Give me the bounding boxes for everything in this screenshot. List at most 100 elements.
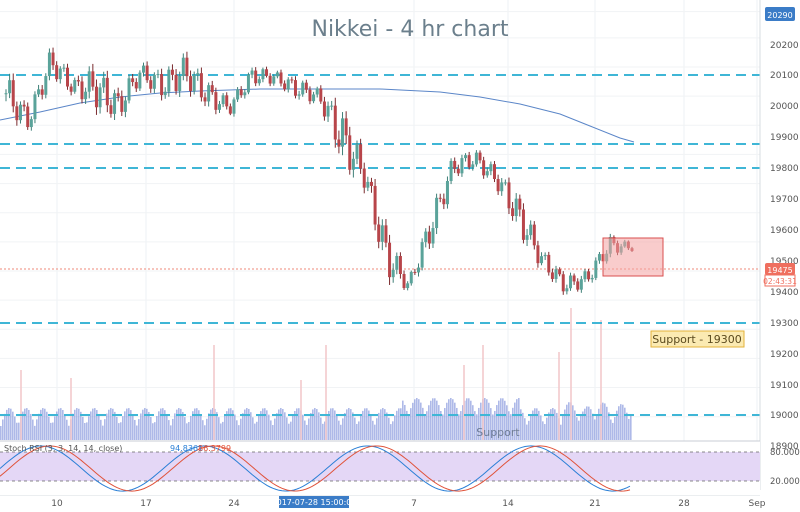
candle[interactable] bbox=[301, 80, 305, 97]
candle[interactable] bbox=[178, 71, 182, 97]
candle[interactable] bbox=[409, 270, 413, 286]
candle[interactable] bbox=[33, 91, 37, 124]
candle[interactable] bbox=[503, 179, 507, 186]
candle[interactable] bbox=[142, 62, 146, 77]
candle[interactable] bbox=[225, 92, 229, 110]
candle[interactable] bbox=[91, 63, 95, 91]
candle[interactable] bbox=[540, 252, 544, 266]
candle[interactable] bbox=[536, 240, 540, 268]
candle[interactable] bbox=[214, 87, 218, 115]
candle[interactable] bbox=[94, 79, 98, 115]
candle[interactable] bbox=[351, 151, 355, 178]
candle[interactable] bbox=[228, 103, 232, 116]
candle[interactable] bbox=[579, 275, 583, 293]
candle[interactable] bbox=[203, 92, 207, 107]
candle[interactable] bbox=[55, 61, 59, 82]
candle[interactable] bbox=[87, 66, 91, 99]
candle[interactable] bbox=[73, 77, 77, 94]
candle[interactable] bbox=[207, 82, 211, 107]
candle[interactable] bbox=[304, 79, 308, 93]
candle[interactable] bbox=[308, 86, 312, 105]
candle[interactable] bbox=[420, 238, 424, 271]
candle[interactable] bbox=[127, 75, 131, 104]
candle[interactable] bbox=[47, 48, 51, 81]
candle[interactable] bbox=[4, 89, 8, 102]
candle[interactable] bbox=[373, 178, 377, 231]
candle[interactable] bbox=[315, 86, 319, 98]
candle[interactable] bbox=[152, 72, 156, 94]
candle[interactable] bbox=[474, 150, 478, 167]
candle[interactable] bbox=[395, 252, 399, 275]
candle[interactable] bbox=[543, 252, 547, 260]
candle[interactable] bbox=[145, 61, 149, 83]
candle[interactable] bbox=[485, 167, 489, 178]
candle[interactable] bbox=[424, 228, 428, 248]
candle[interactable] bbox=[196, 68, 200, 81]
candle[interactable] bbox=[261, 67, 265, 83]
candle[interactable] bbox=[377, 216, 381, 249]
candle[interactable] bbox=[290, 76, 294, 84]
candle[interactable] bbox=[232, 97, 236, 117]
candle[interactable] bbox=[453, 157, 457, 174]
candle[interactable] bbox=[66, 63, 70, 90]
candle[interactable] bbox=[8, 73, 12, 99]
candle[interactable] bbox=[406, 281, 410, 291]
candle[interactable] bbox=[482, 156, 486, 179]
candles[interactable] bbox=[4, 47, 634, 295]
candle[interactable] bbox=[275, 70, 279, 79]
candle[interactable] bbox=[156, 69, 160, 79]
candle[interactable] bbox=[283, 80, 287, 92]
candle[interactable] bbox=[467, 151, 471, 170]
candle[interactable] bbox=[44, 73, 48, 99]
candle[interactable] bbox=[120, 90, 124, 117]
candle[interactable] bbox=[217, 100, 221, 113]
candle[interactable] bbox=[330, 100, 334, 111]
candle[interactable] bbox=[344, 111, 348, 145]
candle[interactable] bbox=[76, 75, 80, 87]
candle[interactable] bbox=[236, 87, 240, 102]
candle[interactable] bbox=[449, 158, 453, 185]
candle[interactable] bbox=[594, 257, 598, 281]
candle[interactable] bbox=[174, 69, 178, 95]
candle[interactable] bbox=[438, 193, 442, 203]
candle[interactable] bbox=[576, 278, 580, 292]
candle[interactable] bbox=[29, 116, 33, 131]
candle[interactable] bbox=[26, 102, 30, 130]
candle[interactable] bbox=[40, 85, 44, 100]
candle[interactable] bbox=[192, 71, 196, 95]
candle[interactable] bbox=[297, 90, 301, 100]
candle[interactable] bbox=[185, 51, 189, 82]
candle[interactable] bbox=[15, 101, 19, 126]
candle[interactable] bbox=[254, 67, 258, 87]
candle[interactable] bbox=[293, 76, 297, 99]
candle[interactable] bbox=[250, 67, 254, 79]
candle[interactable] bbox=[268, 73, 272, 87]
candle[interactable] bbox=[464, 153, 468, 162]
candle[interactable] bbox=[489, 161, 493, 176]
candle[interactable] bbox=[572, 273, 576, 285]
candle[interactable] bbox=[442, 193, 446, 210]
candle[interactable] bbox=[529, 220, 533, 240]
candle[interactable] bbox=[388, 234, 392, 285]
candle[interactable] bbox=[279, 69, 283, 87]
candle[interactable] bbox=[496, 174, 500, 195]
candle[interactable] bbox=[246, 72, 250, 95]
candle[interactable] bbox=[163, 87, 167, 99]
candle[interactable] bbox=[558, 267, 562, 277]
candle[interactable] bbox=[221, 93, 225, 108]
candle[interactable] bbox=[22, 100, 26, 112]
candle[interactable] bbox=[18, 101, 22, 124]
candle[interactable] bbox=[272, 74, 276, 86]
candle[interactable] bbox=[326, 101, 330, 122]
candle[interactable] bbox=[521, 203, 525, 244]
candle[interactable] bbox=[98, 83, 102, 114]
candle[interactable] bbox=[413, 268, 417, 275]
candle[interactable] bbox=[561, 271, 565, 295]
candle[interactable] bbox=[402, 270, 406, 290]
candle[interactable] bbox=[109, 99, 113, 118]
candle[interactable] bbox=[149, 76, 153, 93]
candle[interactable] bbox=[11, 73, 15, 113]
candle[interactable] bbox=[525, 228, 529, 247]
candle[interactable] bbox=[597, 251, 601, 264]
